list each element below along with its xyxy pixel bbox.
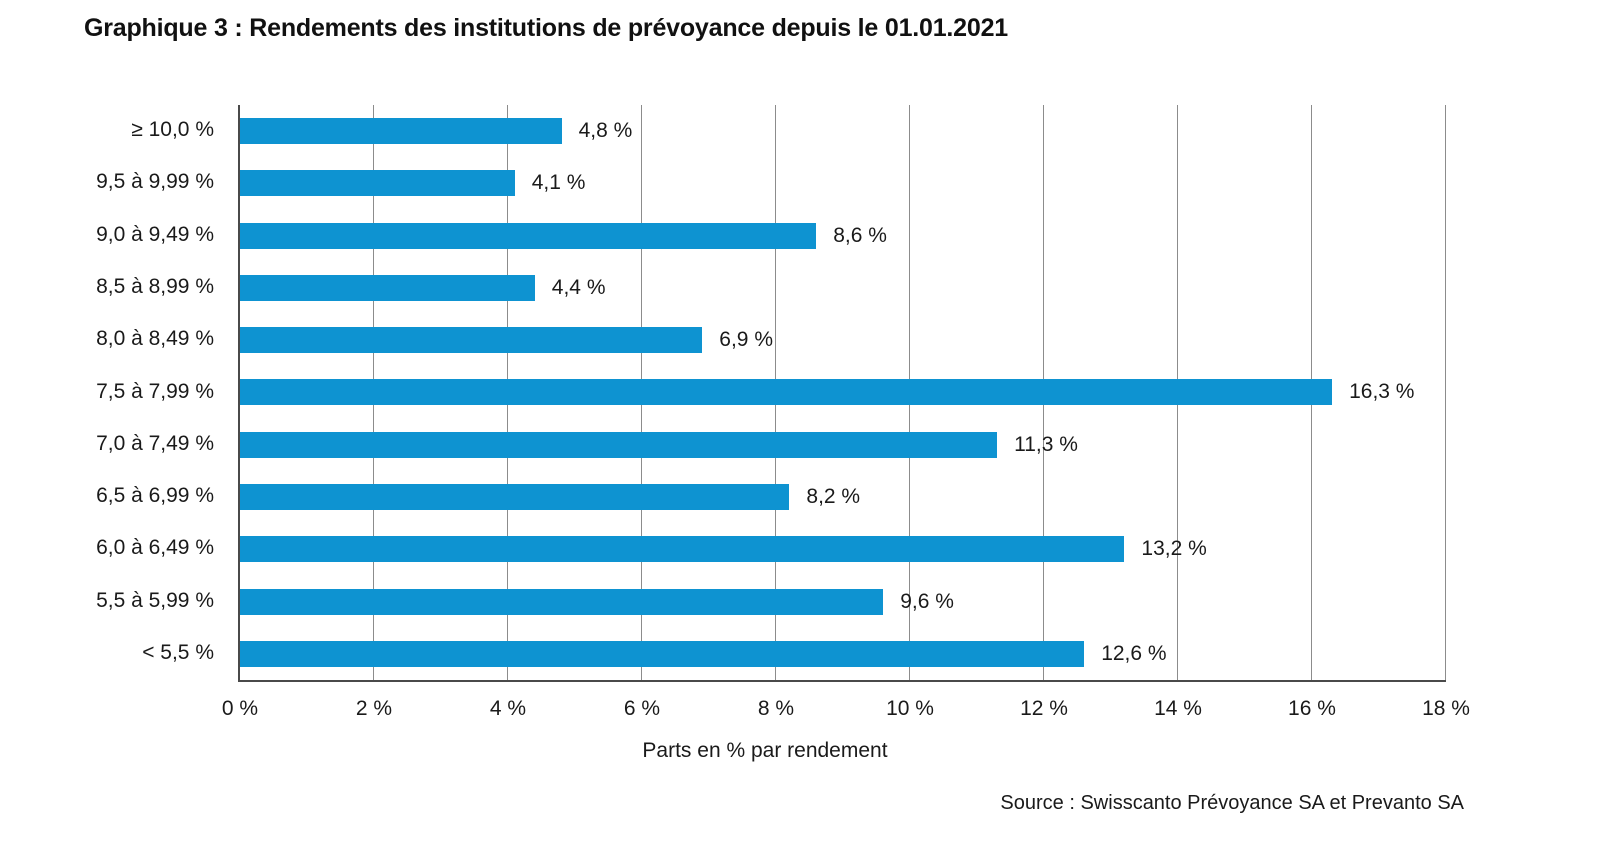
x-axis-tick-label: 0 % <box>221 697 259 720</box>
x-axis-tick-label: 10 % <box>886 697 934 720</box>
bar-value-label: 4,4 % <box>551 275 606 299</box>
y-axis-label: ≥ 10,0 % <box>131 118 214 142</box>
bar-value-label: 9,6 % <box>900 589 954 613</box>
bar <box>240 327 703 354</box>
bar <box>240 222 817 249</box>
bar-row: 9,6 % <box>240 575 1446 627</box>
bar-row: 13,2 % <box>240 523 1446 575</box>
y-axis-label: 6,0 à 6,49 % <box>96 536 214 560</box>
bar-row: 4,4 % <box>240 262 1446 314</box>
bar-row: 4,8 % <box>240 105 1446 157</box>
x-axis-tick-label: 12 % <box>1020 697 1068 720</box>
x-axis-tick-label: 8 % <box>757 697 795 720</box>
y-axis-label: 7,5 à 7,99 % <box>96 379 214 403</box>
x-axis-tick-label: 4 % <box>489 697 527 720</box>
x-axis-tick-label: 14 % <box>1154 697 1202 720</box>
x-axis-tick-label: 2 % <box>355 697 393 720</box>
y-axis-label: 9,5 à 9,99 % <box>96 170 214 194</box>
y-axis-label: 5,5 à 5,99 % <box>96 588 214 612</box>
chart-title: Graphique 3 : Rendements des institution… <box>84 14 1008 42</box>
bar-row: 16,3 % <box>240 366 1446 418</box>
y-axis-label: 8,0 à 8,49 % <box>96 327 214 351</box>
y-axis-label: 6,5 à 6,99 % <box>96 484 214 508</box>
bar-row: 11,3 % <box>240 419 1446 471</box>
x-axis-line <box>238 680 1446 682</box>
bar <box>240 484 790 511</box>
bar-value-label: 13,2 % <box>1141 537 1207 561</box>
bar <box>240 379 1333 406</box>
y-axis-label: 8,5 à 8,99 % <box>96 274 214 298</box>
bar-row: 8,6 % <box>240 210 1446 262</box>
bar <box>240 536 1125 563</box>
bar-value-label: 6,9 % <box>719 328 773 352</box>
bar-row: 6,9 % <box>240 314 1446 366</box>
x-axis-title: Parts en % par rendement <box>642 739 888 762</box>
bar <box>240 431 998 458</box>
bar-value-label: 11,3 % <box>1014 432 1078 456</box>
bar-row: 4,1 % <box>240 157 1446 209</box>
gridline <box>1445 105 1446 680</box>
y-axis-labels: ≥ 10,0 % 9,5 à 9,99 % 9,0 à 9,49 % 8,5 à 8,… <box>0 105 226 680</box>
plot-area: 4,8 % 4,1 % 8,6 % 4,4 % 6,9 % 16,3 % 11,3 % 8,2… <box>238 105 1446 682</box>
y-axis-label: 9,0 à 9,49 % <box>96 222 214 246</box>
y-axis-line <box>238 105 240 680</box>
bar-value-label: 4,1 % <box>531 171 586 195</box>
bar-value-label: 8,2 % <box>806 485 861 509</box>
bar-value-label: 8,6 % <box>833 223 887 247</box>
bar <box>240 588 884 615</box>
bar-value-label: 16,3 % <box>1349 380 1415 404</box>
y-axis-label: 7,0 à 7,49 % <box>96 431 214 455</box>
bar <box>240 640 1085 667</box>
bar-row: 8,2 % <box>240 471 1446 523</box>
y-axis-label: < 5,5 % <box>142 640 214 664</box>
bar <box>240 118 562 145</box>
x-axis-ticks: 0 % 2 % 4 % 6 % 8 % 10 % 12 % 14 % 16 % 18 % <box>222 697 1470 725</box>
source-caption: Source : Swisscanto Prévoyance SA et Pre… <box>1000 792 1464 814</box>
x-axis-tick-label: 16 % <box>1288 697 1336 720</box>
x-axis-tick-label: 6 % <box>623 697 661 720</box>
bar <box>240 170 515 197</box>
bar-value-label: 4,8 % <box>578 119 633 143</box>
bar-value-label: 12,6 % <box>1101 641 1167 665</box>
x-axis-tick-label: 18 % <box>1422 697 1470 720</box>
bar <box>240 274 535 301</box>
bar-row: 12,6 % <box>240 628 1446 680</box>
